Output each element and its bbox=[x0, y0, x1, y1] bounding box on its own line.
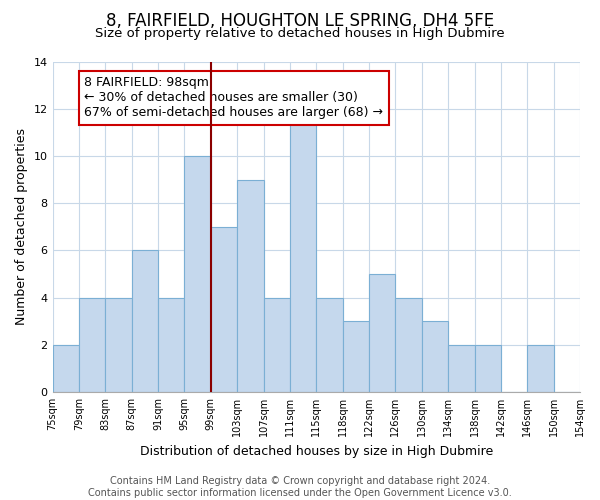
Bar bbox=[131, 250, 158, 392]
Bar bbox=[53, 344, 79, 392]
Bar bbox=[475, 344, 501, 392]
Bar bbox=[316, 298, 343, 392]
Text: Size of property relative to detached houses in High Dubmire: Size of property relative to detached ho… bbox=[95, 28, 505, 40]
Bar bbox=[211, 226, 237, 392]
Bar bbox=[527, 344, 554, 392]
Bar bbox=[158, 298, 184, 392]
Y-axis label: Number of detached properties: Number of detached properties bbox=[15, 128, 28, 325]
Bar bbox=[263, 298, 290, 392]
Bar bbox=[79, 298, 105, 392]
Bar bbox=[422, 321, 448, 392]
Bar bbox=[290, 108, 316, 392]
Bar bbox=[448, 344, 475, 392]
Text: 8 FAIRFIELD: 98sqm
← 30% of detached houses are smaller (30)
67% of semi-detache: 8 FAIRFIELD: 98sqm ← 30% of detached hou… bbox=[84, 76, 383, 120]
X-axis label: Distribution of detached houses by size in High Dubmire: Distribution of detached houses by size … bbox=[140, 444, 493, 458]
Text: 8, FAIRFIELD, HOUGHTON LE SPRING, DH4 5FE: 8, FAIRFIELD, HOUGHTON LE SPRING, DH4 5F… bbox=[106, 12, 494, 30]
Bar bbox=[343, 321, 369, 392]
Bar bbox=[184, 156, 211, 392]
Text: Contains HM Land Registry data © Crown copyright and database right 2024.
Contai: Contains HM Land Registry data © Crown c… bbox=[88, 476, 512, 498]
Bar bbox=[237, 180, 263, 392]
Bar bbox=[105, 298, 131, 392]
Bar bbox=[369, 274, 395, 392]
Bar bbox=[395, 298, 422, 392]
